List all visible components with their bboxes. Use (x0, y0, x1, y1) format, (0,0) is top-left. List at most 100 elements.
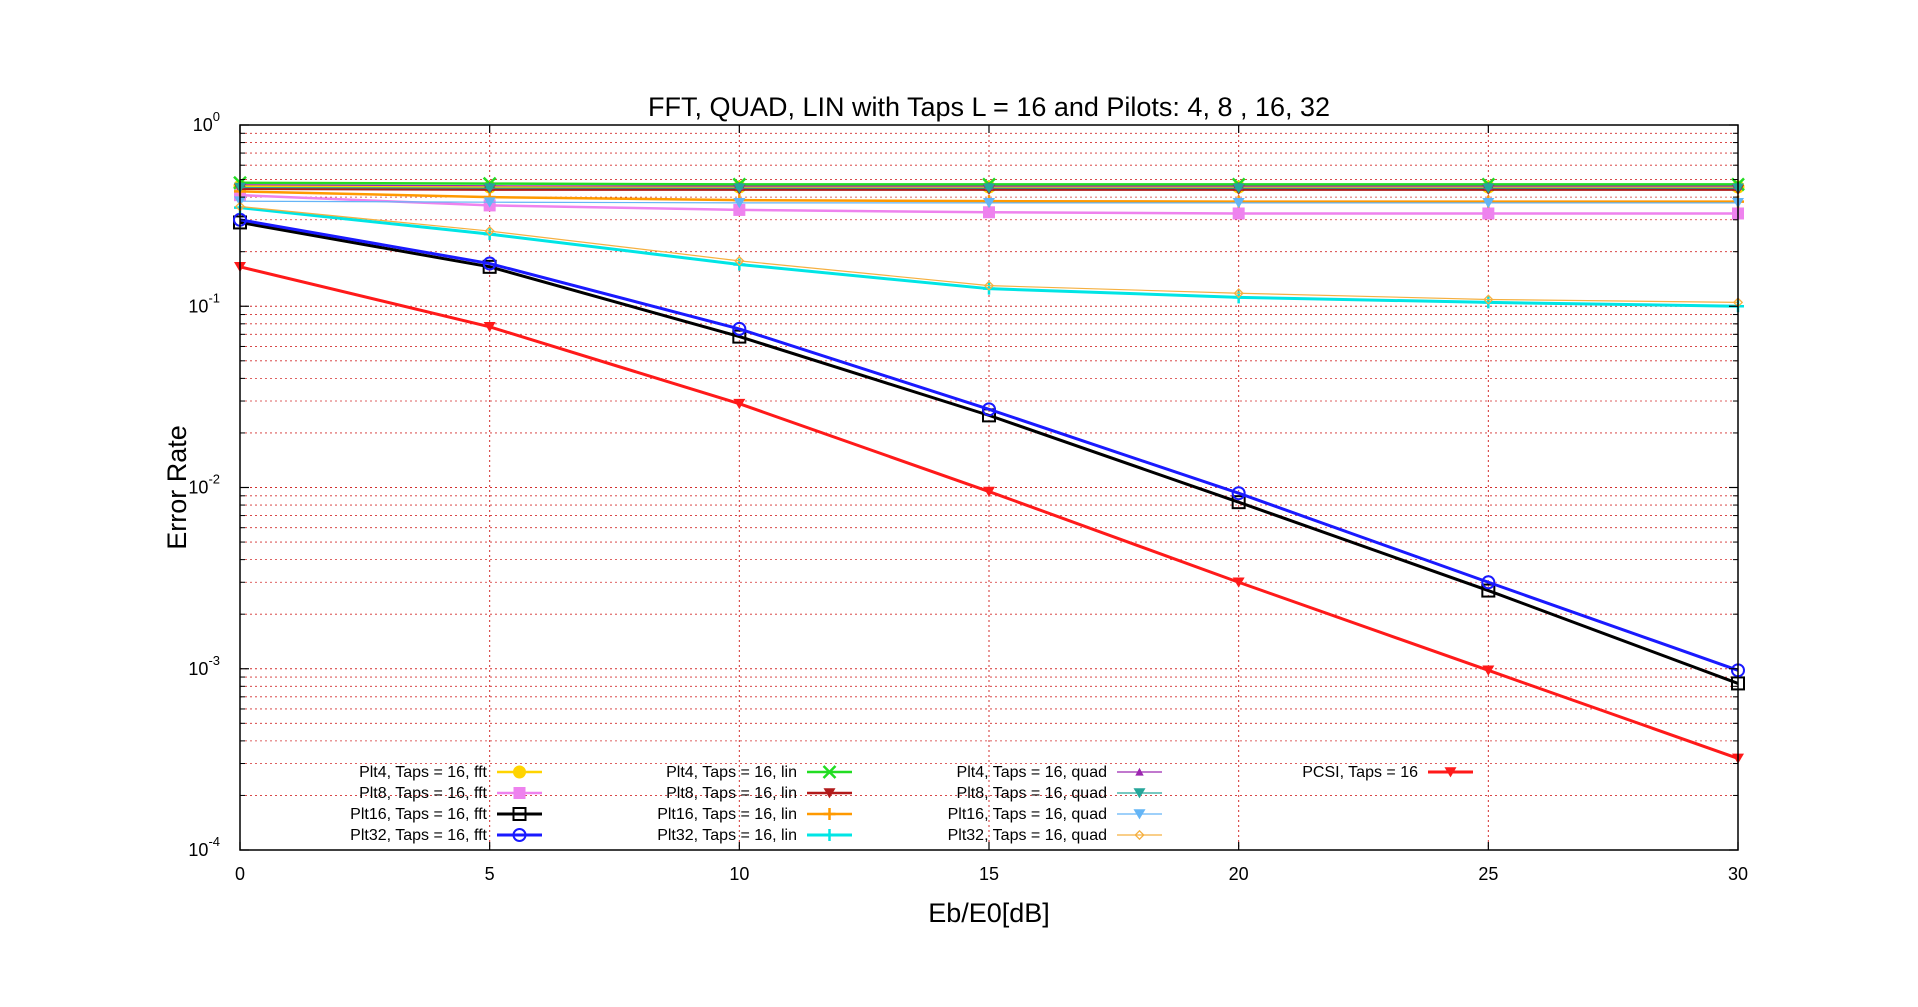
data-point (483, 322, 496, 333)
legend-label: Plt32, Taps = 16, quad (948, 827, 1107, 844)
legend-entry: Plt8, Taps = 16, quad (957, 785, 1162, 802)
legend-entry: Plt32, Taps = 16, fft (350, 827, 542, 844)
x-tick-label: 15 (979, 864, 999, 884)
data-point (1231, 486, 1246, 501)
legend-label: Plt32, Taps = 16, lin (657, 827, 797, 844)
legend-swatch-marker (823, 829, 836, 841)
legend-swatch-marker (513, 787, 526, 799)
legend-entry: Plt16, Taps = 16, lin (657, 806, 852, 823)
legend-entry: Plt32, Taps = 16, quad (948, 827, 1162, 844)
legend-label: Plt16, Taps = 16, quad (948, 806, 1107, 823)
legend-swatch-marker (512, 807, 527, 821)
data-point (1482, 296, 1495, 309)
legend-label: PCSI, Taps = 16 (1302, 764, 1418, 781)
chart-title: FFT, QUAD, LIN with Taps L = 16 and Pilo… (648, 92, 1330, 122)
y-axis-title: Error Rate (162, 425, 192, 550)
data-point (983, 198, 995, 209)
data-point (1482, 665, 1495, 676)
data-point (733, 203, 746, 216)
legend-swatch-marker (823, 808, 836, 820)
data-point (983, 282, 995, 295)
data-point (982, 402, 996, 417)
data-point (734, 255, 745, 266)
x-tick-label: 0 (235, 864, 245, 884)
legend-entry: Plt4, Taps = 16, quad (957, 764, 1162, 781)
y-tick-label: 100 (193, 109, 220, 135)
legend-swatch-marker (512, 828, 527, 842)
x-tick-label: 5 (485, 864, 495, 884)
data-point (983, 280, 995, 291)
legend-entry: PCSI, Taps = 16 (1302, 764, 1473, 781)
legend-label: Plt4, Taps = 16, quad (957, 764, 1107, 781)
data-point (483, 183, 496, 194)
legend-label: Plt32, Taps = 16, fft (350, 827, 487, 844)
legend-label: Plt4, Taps = 16, fft (359, 764, 487, 781)
grid-lines (240, 125, 1738, 850)
y-tick-label: 10-2 (188, 472, 220, 498)
data-point (733, 398, 746, 410)
data-point (1232, 207, 1245, 220)
data-point (1483, 294, 1494, 305)
legend-swatch-marker (823, 788, 836, 799)
legend-label: Plt8, Taps = 16, lin (666, 785, 797, 802)
data-point (1233, 288, 1244, 299)
legend-entry: Plt4, Taps = 16, lin (666, 764, 852, 781)
x-tick-label: 25 (1478, 864, 1498, 884)
legend-entry: Plt8, Taps = 16, fft (359, 785, 542, 802)
data-point (983, 183, 995, 194)
legend-swatch-marker (1134, 829, 1145, 841)
series-line (239, 218, 1739, 672)
data-point (733, 198, 746, 209)
legend-label: Plt8, Taps = 16, quad (957, 785, 1107, 802)
data-point (483, 228, 496, 241)
y-tick-label: 10-1 (188, 290, 220, 316)
data-point (733, 183, 746, 194)
series-layer (233, 175, 1745, 764)
legend-label: Plt4, Taps = 16, lin (666, 764, 797, 781)
legend-swatch-marker (1133, 788, 1146, 799)
x-tick-label: 30 (1728, 864, 1748, 884)
series-11 (234, 196, 1744, 209)
data-point (484, 225, 495, 237)
data-point (732, 321, 747, 336)
data-point (1482, 183, 1495, 194)
legend-swatch-marker (513, 765, 526, 779)
y-tick-label: 10-3 (188, 653, 220, 679)
legend-label: Plt16, Taps = 16, lin (657, 806, 797, 823)
legend-entry: Plt16, Taps = 16, quad (948, 806, 1162, 823)
data-point (1481, 583, 1496, 598)
data-point (1482, 198, 1495, 209)
series-line (239, 205, 1739, 304)
data-point (983, 486, 995, 497)
legend-label: Plt16, Taps = 16, fft (350, 806, 487, 823)
legend: Plt4, Taps = 16, fft Plt8, Taps = 16, fft… (350, 764, 1473, 844)
legend-entry: Plt4, Taps = 16, fft (359, 764, 542, 781)
x-axis-title: Eb/E0[dB] (928, 898, 1050, 928)
data-point (482, 256, 497, 271)
data-point (1481, 575, 1496, 590)
data-point (1232, 183, 1245, 194)
legend-swatch-marker (1444, 767, 1457, 778)
x-tick-label: 20 (1229, 864, 1249, 884)
x-tick-label: 10 (729, 864, 749, 884)
data-point (1482, 207, 1495, 220)
legend-entry: Plt8, Taps = 16, lin (666, 785, 852, 802)
legend-label: Plt8, Taps = 16, fft (359, 785, 487, 802)
legend-swatch-marker (1135, 767, 1144, 776)
data-point (732, 329, 747, 344)
legend-entry: Plt16, Taps = 16, fft (350, 806, 542, 823)
y-tick-label: 10-4 (188, 834, 220, 860)
legend-swatch-marker (1133, 809, 1146, 820)
legend-swatch-marker (822, 765, 837, 779)
series-4 (233, 212, 1745, 678)
series-12 (234, 201, 1744, 308)
data-point (1232, 198, 1245, 209)
data-point (983, 206, 995, 219)
data-point (1232, 577, 1245, 588)
data-point (1231, 495, 1246, 510)
data-point (483, 197, 496, 208)
axis-ticks: 0 5 10 15 20 25 30 100 10-1 10-2 10-3 10-4 (188, 109, 1748, 884)
legend-entry: Plt32, Taps = 16, lin (657, 827, 852, 844)
